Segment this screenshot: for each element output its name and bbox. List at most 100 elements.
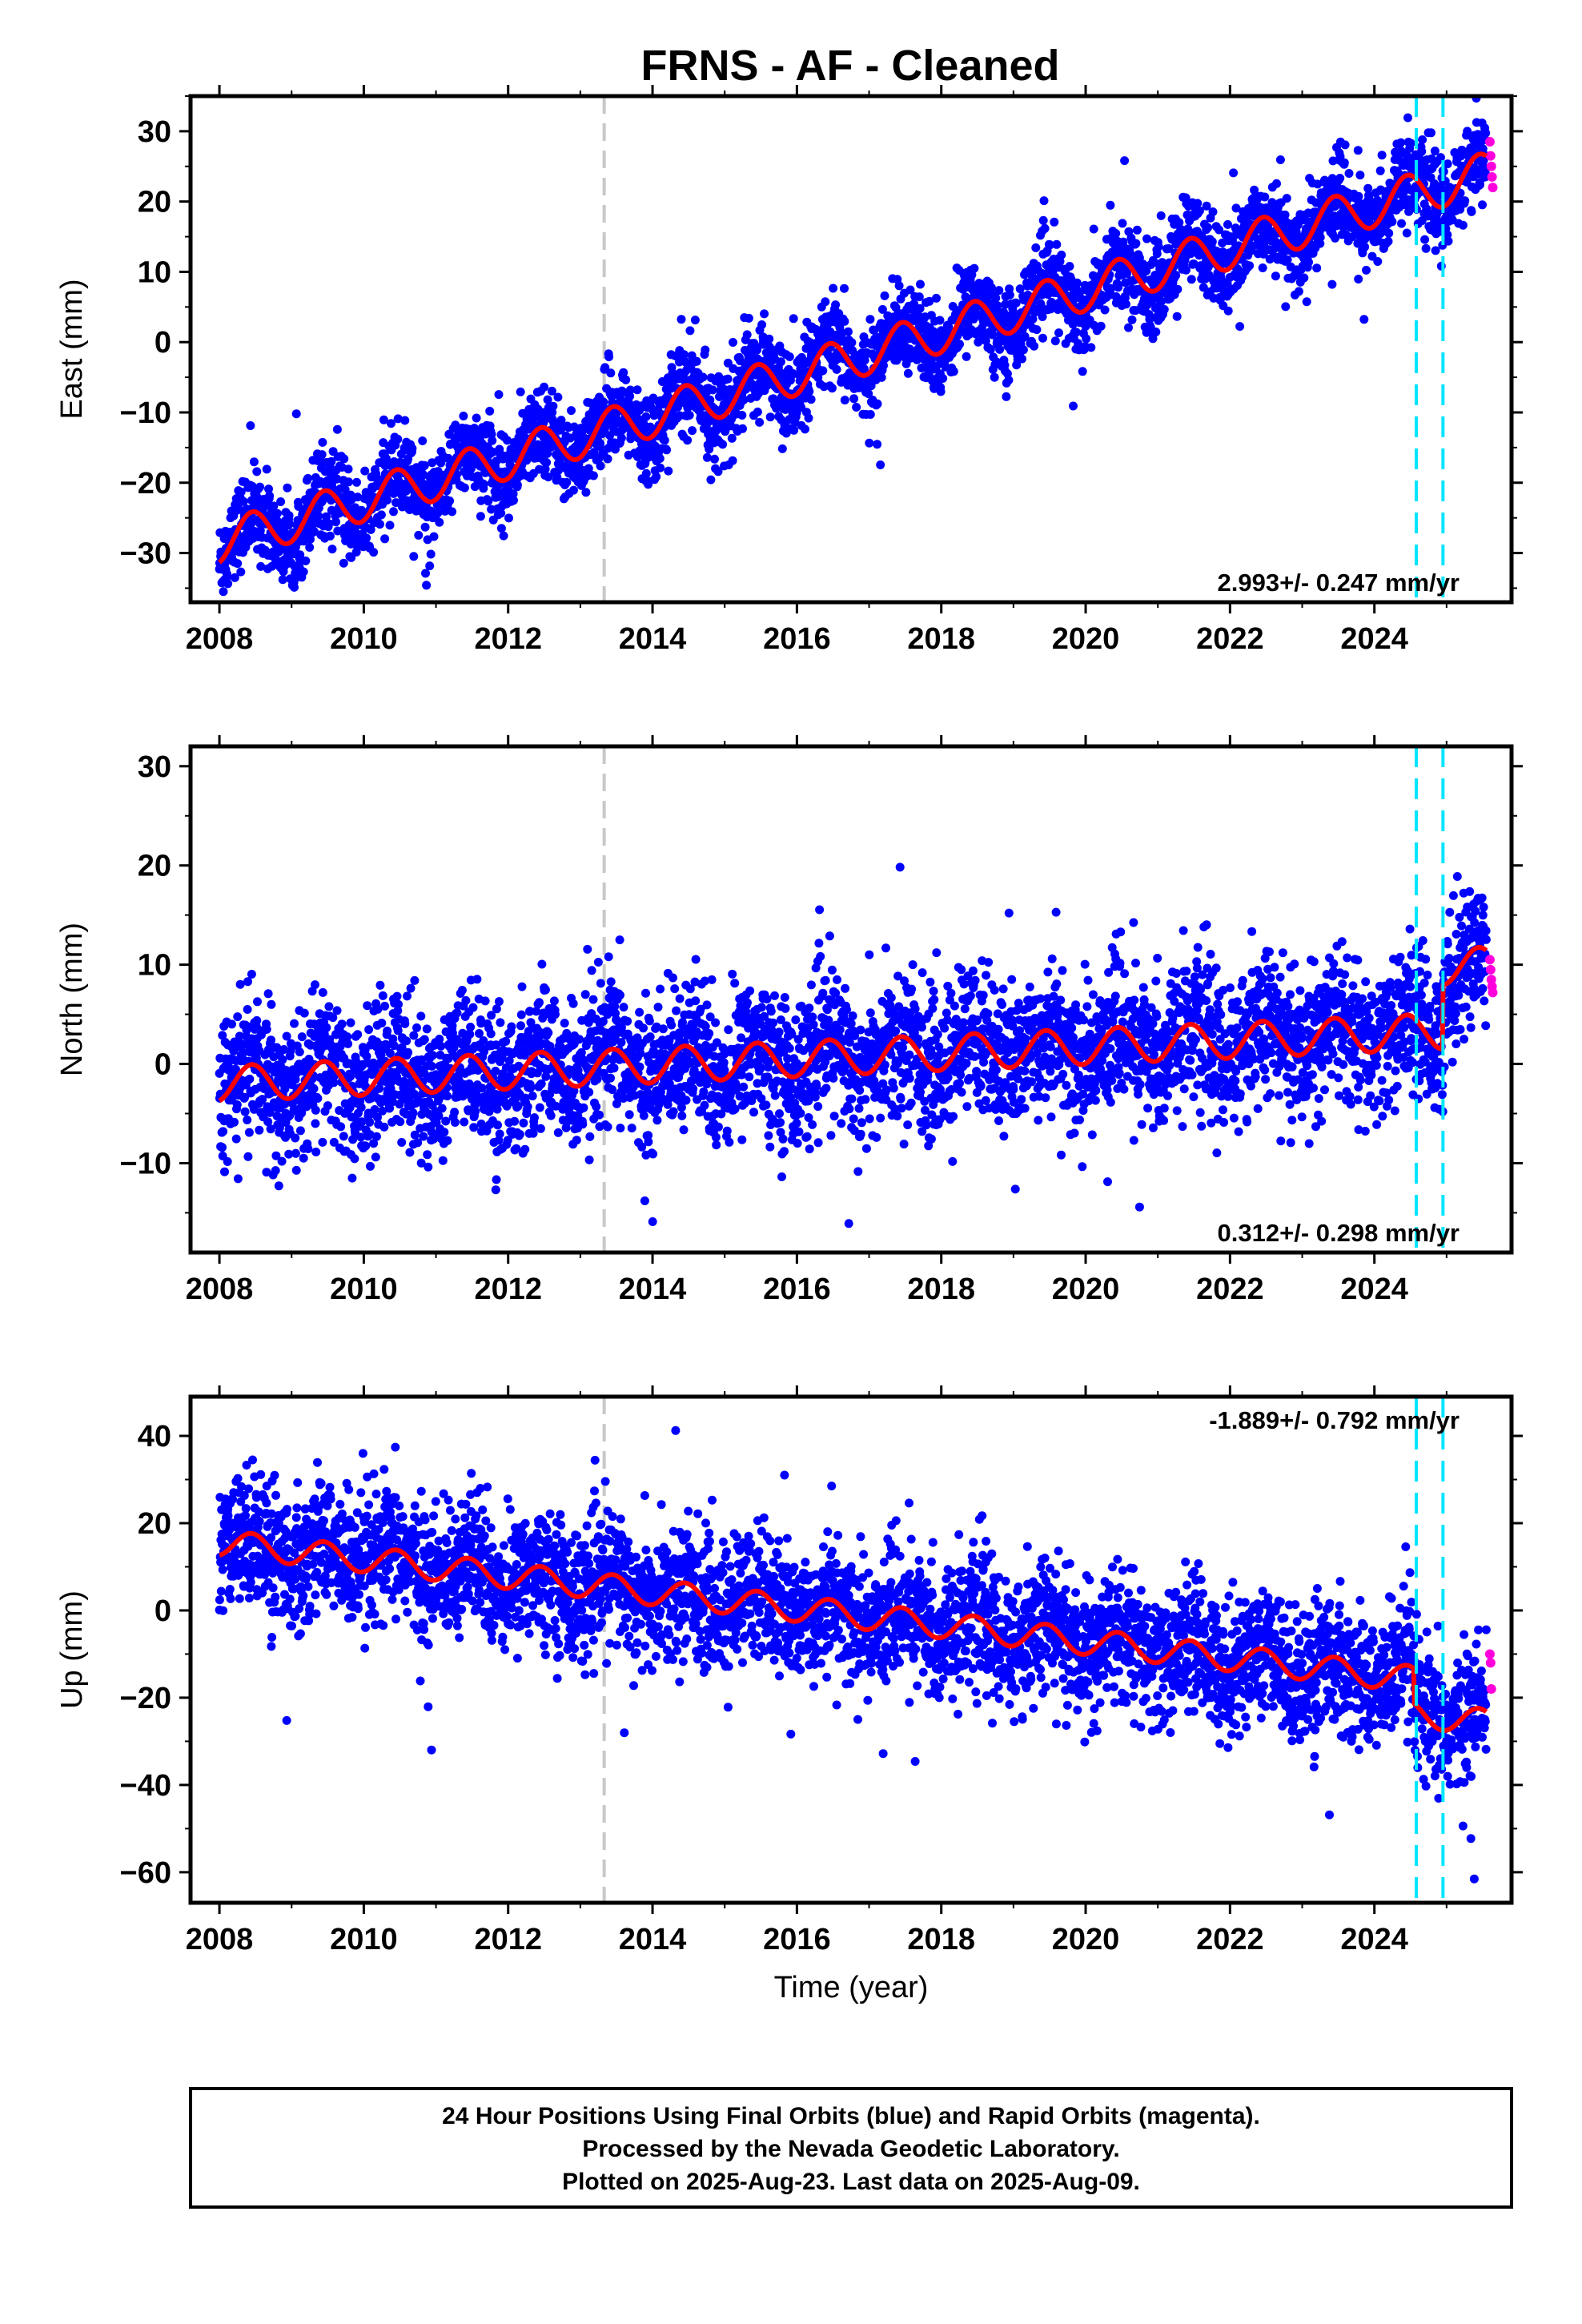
east-point — [379, 415, 388, 424]
east-point — [662, 445, 672, 455]
east-point — [1131, 239, 1141, 248]
east-point — [1142, 234, 1151, 243]
east-point — [1403, 113, 1412, 123]
east-point — [230, 573, 239, 582]
east-ytick-label: −30 — [120, 537, 171, 571]
east-point — [765, 412, 775, 422]
east-point — [1208, 207, 1218, 216]
east-point — [485, 406, 495, 416]
east-point — [710, 454, 719, 464]
east-point — [360, 466, 370, 476]
east-point — [362, 533, 371, 543]
north-point — [247, 970, 256, 979]
east-point — [435, 517, 444, 527]
east-point — [688, 426, 697, 436]
east-point — [698, 372, 708, 382]
north-point — [262, 1024, 271, 1034]
east-point — [1373, 257, 1383, 266]
east-point — [291, 612, 300, 621]
east-point — [1476, 180, 1484, 190]
east-point — [1481, 128, 1491, 138]
east-point — [1018, 345, 1028, 355]
east-point — [1124, 323, 1133, 332]
east-point — [1038, 215, 1048, 225]
north-point — [240, 1107, 250, 1116]
east-point — [339, 558, 348, 568]
east-point — [445, 497, 455, 505]
east-point — [1402, 228, 1411, 238]
east-point — [757, 320, 767, 329]
north-point — [375, 1084, 384, 1093]
east-rapid-point — [1485, 151, 1496, 161]
north-point — [364, 1025, 374, 1035]
east-point — [1354, 275, 1363, 283]
east-point — [322, 512, 331, 521]
east-point — [233, 502, 243, 512]
east-point — [1193, 199, 1203, 208]
north-point — [271, 1166, 280, 1176]
north-point — [380, 1001, 390, 1011]
east-point — [949, 367, 958, 376]
north-point — [220, 1167, 229, 1176]
east-point — [419, 470, 428, 480]
north-point — [311, 1105, 320, 1115]
east-point — [760, 309, 769, 319]
east-point — [236, 487, 246, 497]
east-ytick-label: 20 — [138, 186, 171, 219]
east-point — [1030, 341, 1039, 351]
east-point — [785, 352, 794, 361]
north-point — [227, 1019, 236, 1029]
north-point — [347, 1173, 357, 1183]
east-point — [309, 527, 319, 537]
east-point — [938, 374, 948, 383]
north-point — [365, 1117, 375, 1127]
east-point — [1384, 228, 1394, 238]
east-point — [1327, 279, 1337, 289]
north-plot-area — [215, 746, 1498, 1252]
north-point — [323, 1101, 332, 1111]
east-point — [400, 416, 410, 425]
east-point — [1151, 328, 1161, 336]
east-point — [252, 467, 262, 476]
east-point — [569, 485, 578, 495]
east-point — [1271, 271, 1280, 281]
east-xtick-label: 2018 — [907, 622, 975, 656]
east-point — [459, 412, 468, 420]
north-point — [410, 975, 420, 985]
east-panel: 2008 2010 2012 2014 2016 2018 2020 2022 2024−30−… — [55, 85, 1523, 656]
east-point — [1120, 156, 1130, 166]
east-point — [1418, 135, 1427, 144]
east-point — [451, 420, 460, 430]
east-point — [426, 549, 436, 559]
east-point — [1281, 302, 1291, 312]
north-panel: 2008 2010 2012 2014 2016 2018 2020 2022 2024−100… — [55, 735, 1523, 1306]
east-ytick-label: 10 — [138, 255, 171, 289]
east-point — [284, 511, 294, 521]
east-point — [1359, 315, 1369, 324]
east-point — [1258, 263, 1267, 272]
north-point — [412, 1023, 421, 1032]
east-point — [1082, 334, 1091, 344]
east-point — [285, 519, 294, 529]
east-point — [1421, 243, 1431, 253]
north-point — [311, 1119, 320, 1128]
east-point — [1275, 155, 1285, 164]
east-point — [1417, 147, 1427, 156]
east-point — [239, 497, 248, 506]
east-point — [223, 579, 233, 589]
east-point — [1054, 328, 1063, 338]
east-point — [995, 344, 1005, 354]
north-point — [235, 979, 245, 989]
east-point — [805, 387, 814, 396]
east-point — [1032, 325, 1042, 335]
east-point — [472, 413, 481, 423]
east-point — [1031, 243, 1041, 252]
north-point — [350, 1154, 359, 1164]
east-point — [737, 411, 747, 420]
east-point — [727, 433, 737, 443]
east-point — [414, 530, 424, 540]
north-point — [277, 1156, 287, 1166]
north-point — [230, 1117, 239, 1127]
east-point — [1353, 146, 1363, 155]
east-point — [1387, 217, 1397, 227]
